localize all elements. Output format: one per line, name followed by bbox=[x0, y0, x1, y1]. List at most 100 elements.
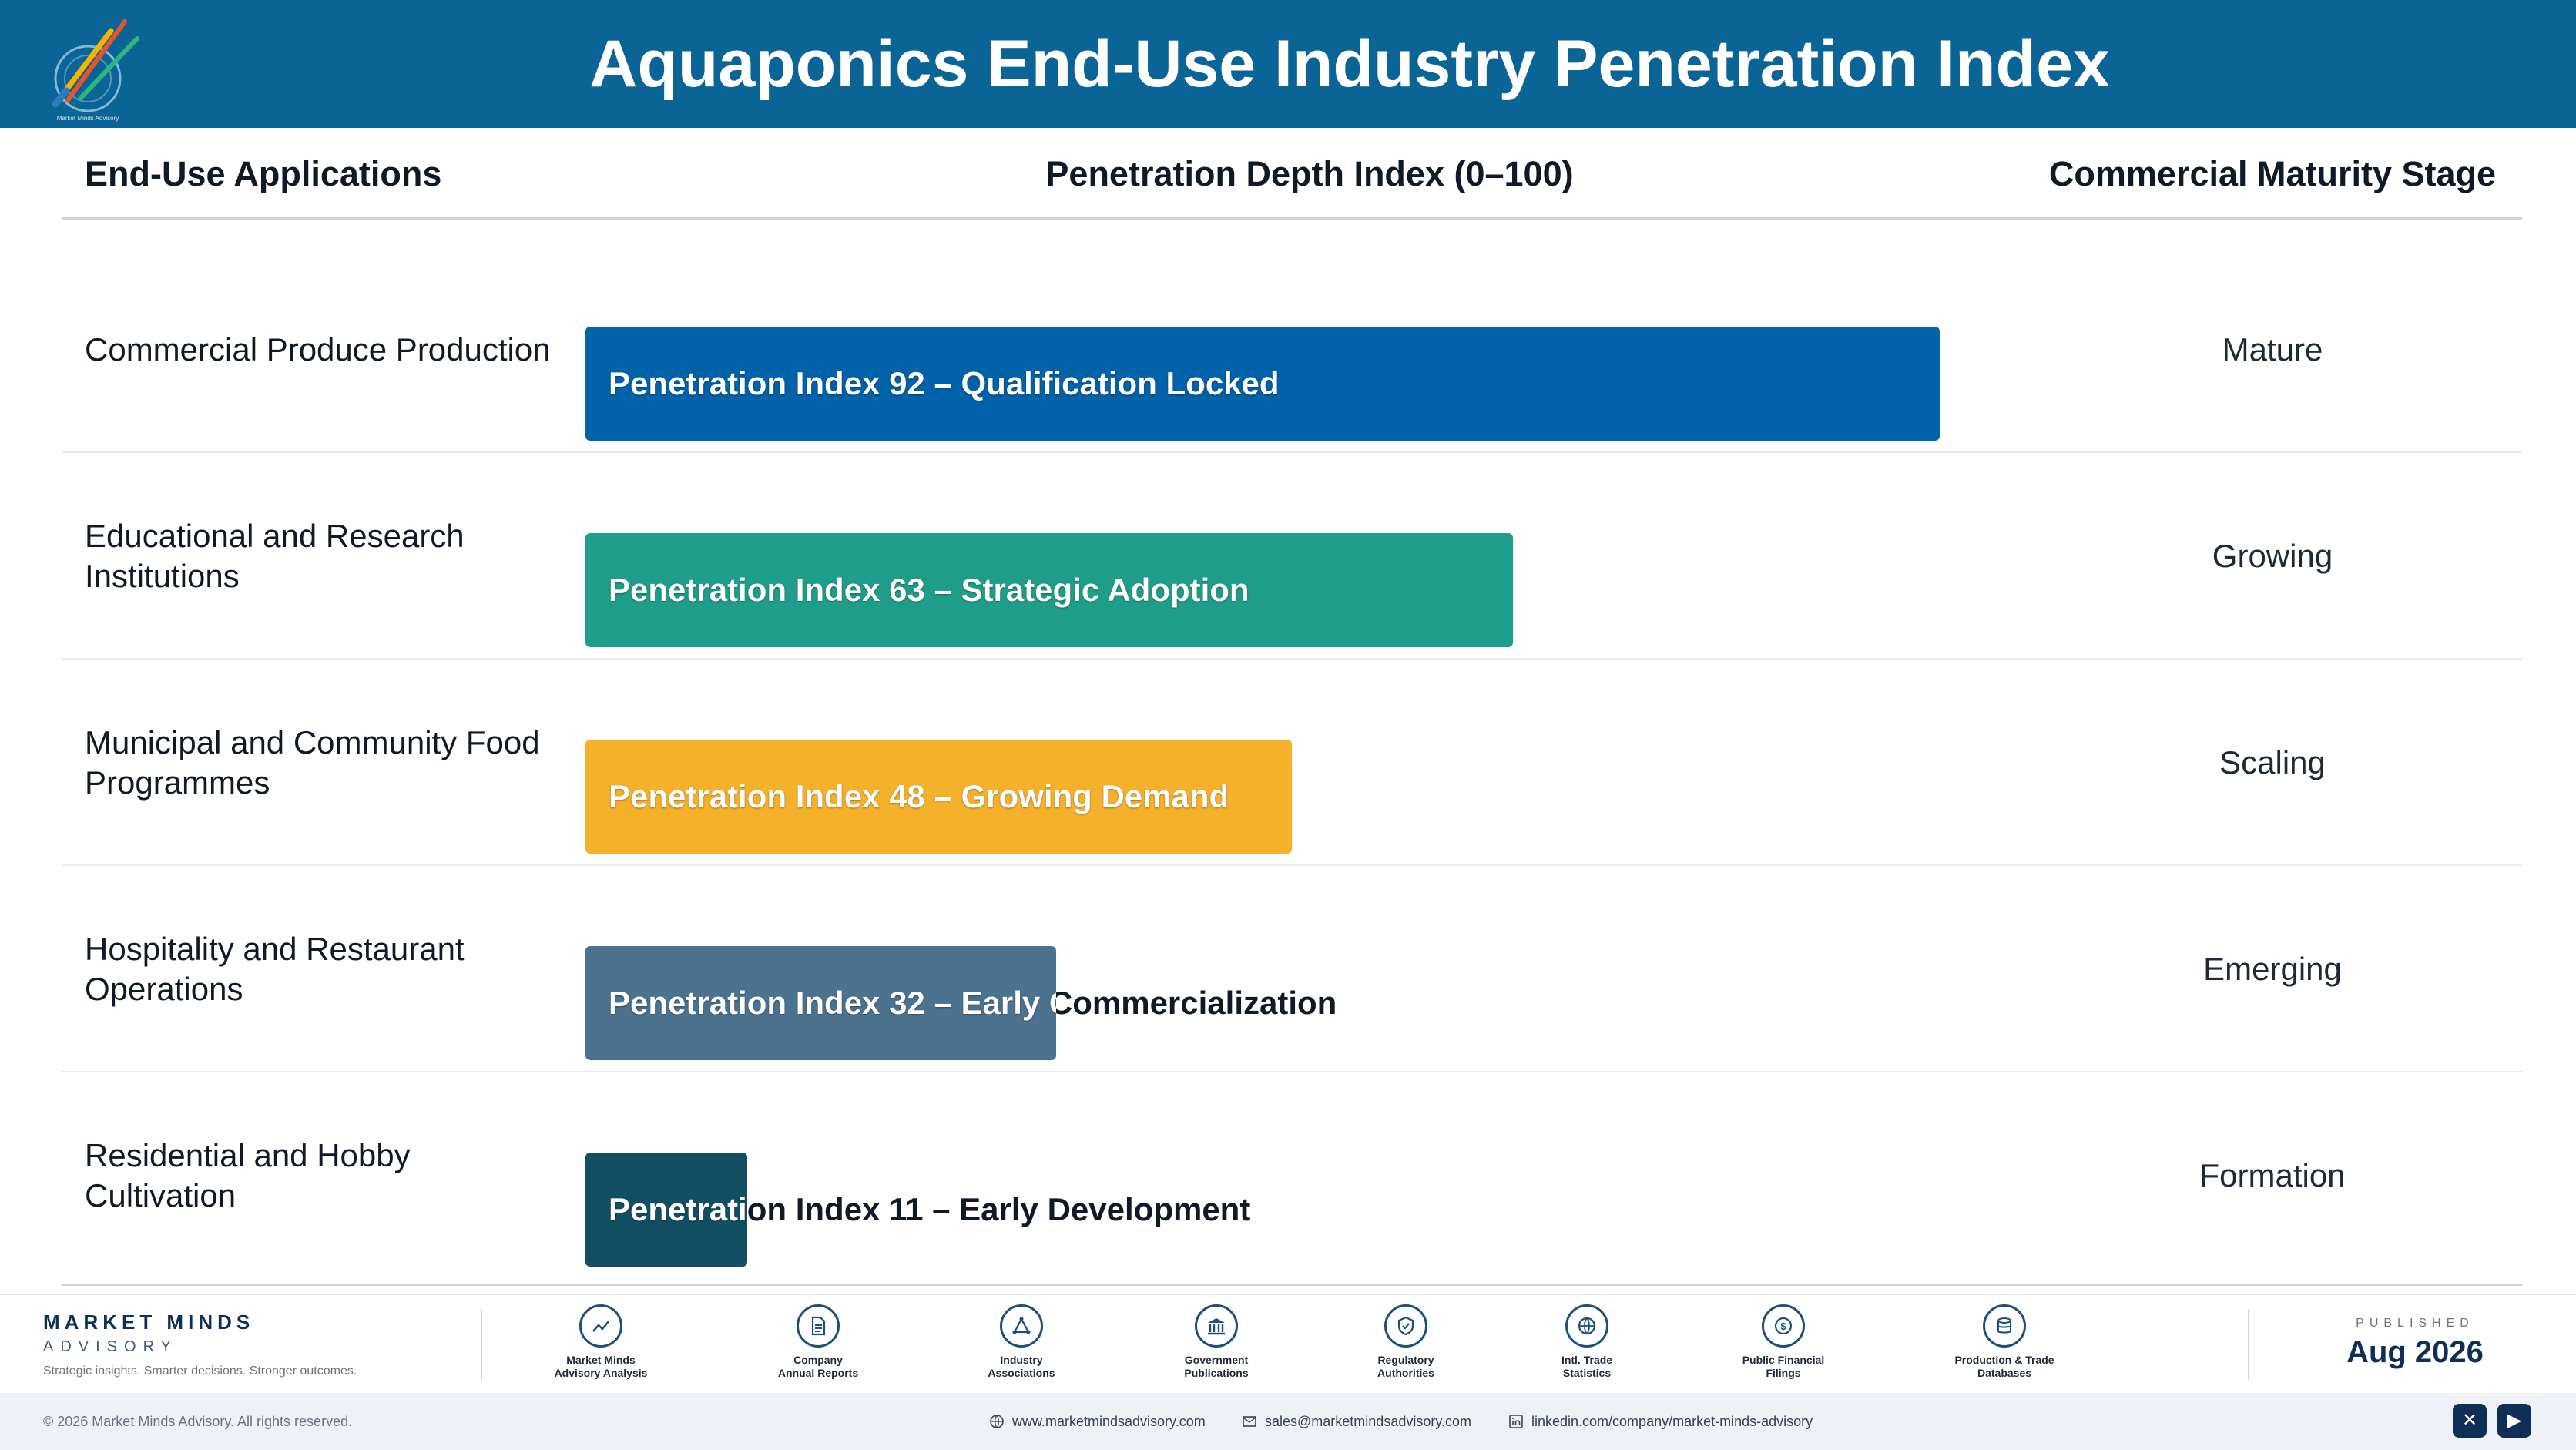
shield-check-icon bbox=[1384, 1304, 1427, 1348]
row-divider bbox=[62, 451, 2522, 453]
bar-data-label-inside: Penetration Index 11 – Early Development bbox=[585, 1153, 747, 1267]
header-banner: Market Minds Advisory Aquaponics End-Use… bbox=[0, 0, 2576, 128]
category-label: Municipal and Community Food Programmes bbox=[85, 724, 540, 801]
published-label: PUBLISHED bbox=[2356, 1317, 2474, 1330]
source-label: Government Publications bbox=[1147, 1354, 1286, 1380]
bar-data-label: Penetration Index 32 – Early Commerciali… bbox=[609, 985, 1337, 1021]
bar-data-label-inside: Penetration Index 32 – Early Commerciali… bbox=[585, 946, 1056, 1060]
source-item: Industry Associations bbox=[952, 1304, 1091, 1380]
category-label: Commercial Produce Production bbox=[85, 331, 551, 368]
source-label-line2: Statistics bbox=[1562, 1367, 1612, 1379]
email-text: sales@marketmindsadvisory.com bbox=[1265, 1414, 1472, 1429]
footer: MARKET MINDS ADVISORY Strategic insights… bbox=[0, 1294, 2576, 1393]
source-item: $ Public Financial Filings bbox=[1714, 1304, 1853, 1380]
source-item: Government Publications bbox=[1147, 1304, 1286, 1380]
category-label: Educational and Research Institutions bbox=[85, 518, 465, 594]
globe-icon bbox=[990, 1415, 1004, 1428]
x-icon[interactable]: ✕ bbox=[2453, 1404, 2487, 1438]
source-label: Public Financial Filings bbox=[1714, 1354, 1853, 1380]
column-header-stage: Commercial Maturity Stage bbox=[2048, 154, 2497, 193]
bar-data-label-inside: Penetration Index 92 – Qualification Loc… bbox=[585, 327, 1940, 441]
mail-icon bbox=[1243, 1416, 1256, 1427]
source-label-line1: Public Financial bbox=[1742, 1354, 1825, 1366]
maturity-stage: Mature bbox=[2222, 331, 2323, 368]
bar-data-label: Penetration Index 63 – Strategic Adoptio… bbox=[609, 572, 1249, 608]
website-link[interactable]: www.marketmindsadvisory.com bbox=[989, 1393, 1206, 1450]
subfooter: © 2026 Market Minds Advisory. All rights… bbox=[0, 1393, 2576, 1450]
logo-icon: Market Minds Advisory bbox=[52, 19, 139, 122]
header-divider bbox=[62, 217, 2522, 220]
bar-data-label-inner: Penetration Index 92 – Qualification Loc… bbox=[609, 365, 1280, 401]
website-text: www.marketmindsadvisory.com bbox=[1012, 1414, 1206, 1429]
source-label: Industry Associations bbox=[952, 1354, 1091, 1380]
linkedin-icon bbox=[1509, 1415, 1523, 1428]
bar-data-label: Penetration Index 92 – Qualification Loc… bbox=[609, 365, 1280, 401]
source-label-line1: Market Minds bbox=[566, 1354, 636, 1366]
bar-data-label-inner: Penetration Index 11 – Early Development bbox=[609, 1191, 747, 1227]
svg-text:Market Minds Advisory: Market Minds Advisory bbox=[57, 115, 119, 122]
chart-line-icon bbox=[579, 1304, 622, 1348]
source-label: Company Annual Reports bbox=[749, 1354, 887, 1380]
row-divider bbox=[62, 658, 2522, 660]
source-item: Production & Trade Databases bbox=[1935, 1304, 2074, 1380]
row-divider bbox=[62, 1071, 2522, 1072]
bar bbox=[585, 740, 1292, 854]
source-label-line1: Intl. Trade bbox=[1561, 1354, 1613, 1366]
source-label-line2: Associations bbox=[988, 1367, 1055, 1379]
copyright-text: © 2026 Market Minds Advisory. All rights… bbox=[43, 1414, 353, 1429]
government-building-icon bbox=[1195, 1304, 1238, 1348]
bar-data-label-inner: Penetration Index 32 – Early Commerciali… bbox=[609, 985, 1056, 1021]
source-label-line1: Regulatory bbox=[1377, 1354, 1434, 1366]
coin-icon: $ bbox=[1762, 1304, 1805, 1348]
source-label-line2: Filings bbox=[1766, 1367, 1801, 1379]
source-label-line1: Production & Trade bbox=[1954, 1354, 2054, 1366]
table-bottom-divider bbox=[62, 1284, 2522, 1286]
youtube-icon[interactable]: ▶ bbox=[2497, 1404, 2531, 1438]
source-label-line2: Annual Reports bbox=[777, 1367, 859, 1379]
column-header-index: Penetration Depth Index (0–100) bbox=[1045, 154, 1574, 193]
document-icon bbox=[797, 1304, 840, 1348]
bar-data-label-inside: Penetration Index 63 – Strategic Adoptio… bbox=[585, 533, 1513, 647]
source-label-line2: Advisory Analysis bbox=[554, 1367, 648, 1379]
footer-divider bbox=[2248, 1309, 2249, 1380]
maturity-stage: Growing bbox=[2212, 538, 2333, 574]
bar-track: Penetration Index 63 – Strategic Adoptio… bbox=[585, 453, 2064, 660]
bar-data-label: Penetration Index 48 – Growing Demand bbox=[609, 778, 1229, 814]
source-item: Regulatory Authorities bbox=[1337, 1304, 1475, 1380]
maturity-stage: Formation bbox=[2199, 1157, 2346, 1193]
bar-data-label-inner: Penetration Index 63 – Strategic Adoptio… bbox=[609, 572, 1249, 608]
source-item: Intl. Trade Statistics bbox=[1518, 1304, 1656, 1380]
source-label-line2: Publications bbox=[1184, 1367, 1249, 1379]
source-label-line2: Authorities bbox=[1377, 1367, 1434, 1379]
bar bbox=[585, 946, 1056, 1060]
network-icon bbox=[1000, 1304, 1043, 1348]
linkedin-link[interactable]: linkedin.com/company/market-minds-adviso… bbox=[1508, 1393, 1813, 1450]
category-label: Hospitality and Restaurant Operations bbox=[85, 931, 465, 1007]
globe-icon bbox=[1565, 1304, 1608, 1348]
bar-data-label: Penetration Index 11 – Early Development bbox=[609, 1191, 1251, 1227]
bar bbox=[585, 533, 1513, 647]
bar-data-label-inner: Penetration Index 48 – Growing Demand bbox=[609, 778, 1229, 814]
database-icon bbox=[1983, 1304, 2026, 1348]
column-header-applications: End-Use Applications bbox=[85, 154, 442, 193]
bar bbox=[585, 327, 1940, 441]
brand-name: MARKET MINDS bbox=[43, 1311, 255, 1334]
svg-text:$: $ bbox=[1780, 1321, 1786, 1332]
bar-track: Penetration Index 48 – Growing Demand Pen… bbox=[585, 660, 2064, 866]
source-label: Intl. Trade Statistics bbox=[1518, 1354, 1656, 1380]
maturity-stage: Emerging bbox=[2203, 951, 2342, 987]
brand-subtitle: ADVISORY bbox=[43, 1338, 178, 1355]
chart-row: Municipal and Community Food Programmes P… bbox=[62, 660, 2522, 866]
category-label: Residential and Hobby Cultivation bbox=[85, 1137, 411, 1213]
footer-divider bbox=[481, 1309, 482, 1380]
row-divider bbox=[62, 864, 2522, 866]
bar bbox=[585, 1153, 747, 1267]
page-title: Aquaponics End-Use Industry Penetration … bbox=[589, 27, 2110, 101]
chart-row: Educational and Research Institutions Pen… bbox=[62, 453, 2522, 660]
bar-data-label-inside: Penetration Index 48 – Growing Demand bbox=[585, 740, 1292, 854]
source-label-line1: Industry bbox=[1000, 1354, 1043, 1366]
source-label-line2: Databases bbox=[1977, 1367, 2032, 1379]
chart-row: Commercial Produce Production Penetration… bbox=[62, 247, 2522, 453]
source-item: Company Annual Reports bbox=[749, 1304, 887, 1380]
email-link[interactable]: sales@marketmindsadvisory.com bbox=[1242, 1393, 1471, 1450]
